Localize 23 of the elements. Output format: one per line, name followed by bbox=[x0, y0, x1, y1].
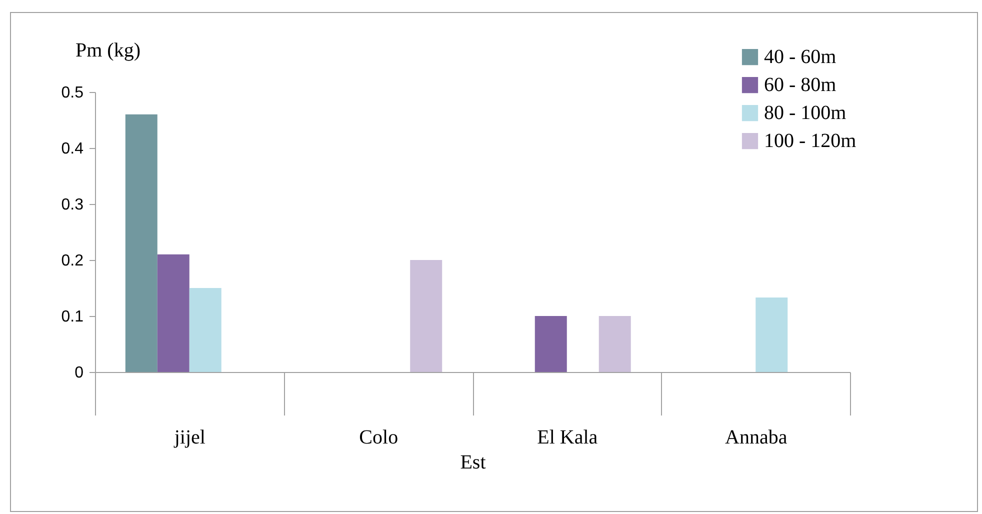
bar bbox=[189, 288, 222, 372]
x-tick-label: Annaba bbox=[725, 426, 788, 448]
x-tick-label: Colo bbox=[359, 426, 398, 448]
y-tick-label: 0 bbox=[74, 364, 84, 382]
legend-label: 40 - 60m bbox=[764, 46, 837, 68]
y-tick-label: 0.5 bbox=[61, 84, 84, 102]
y-axis-title: Pm (kg) bbox=[76, 40, 140, 62]
x-tick-label: jijel bbox=[173, 426, 206, 448]
legend-label: 60 - 80m bbox=[764, 74, 837, 96]
legend-label: 100 - 120m bbox=[764, 130, 857, 152]
bar bbox=[410, 260, 442, 372]
bar bbox=[125, 114, 158, 372]
bar bbox=[598, 316, 631, 372]
bar bbox=[534, 316, 567, 372]
legend-label: 80 - 100m bbox=[764, 102, 847, 124]
y-tick-label: 0.3 bbox=[61, 196, 84, 214]
y-tick-label: 0.4 bbox=[61, 140, 84, 158]
bar bbox=[157, 254, 190, 372]
y-tick-label: 0.2 bbox=[61, 252, 84, 270]
y-tick-label: 0.1 bbox=[61, 308, 84, 326]
x-tick-label: El Kala bbox=[537, 426, 598, 448]
x-axis-title: Est bbox=[460, 452, 486, 474]
bar bbox=[756, 298, 788, 372]
